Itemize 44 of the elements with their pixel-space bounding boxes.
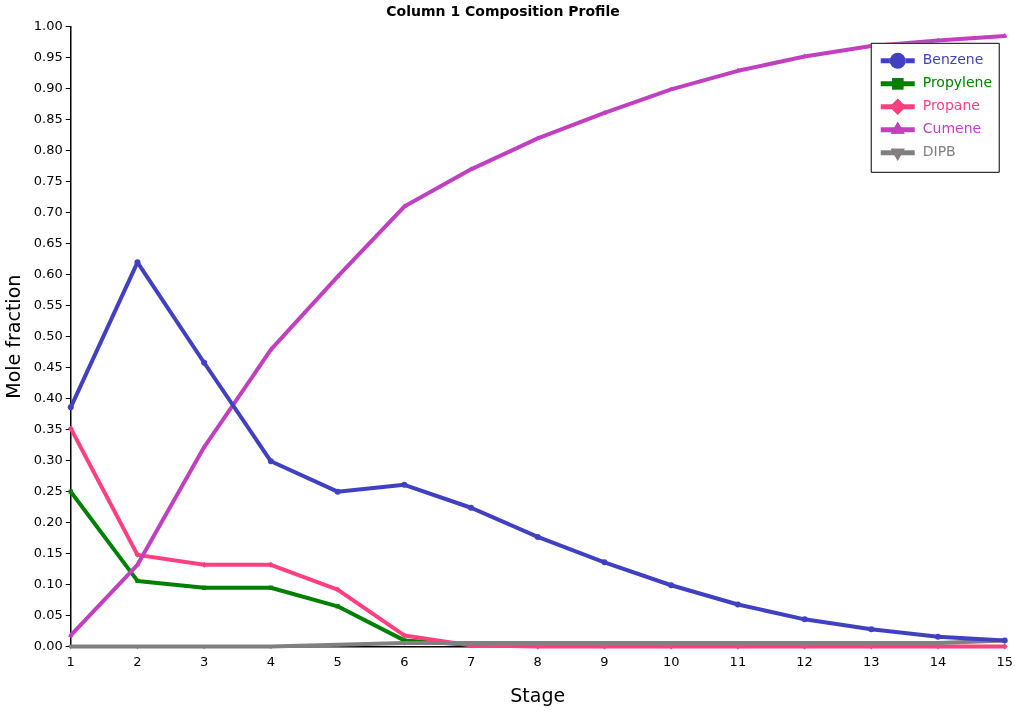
x-tick-label: 9 — [600, 653, 609, 669]
y-tick-label: 0.85 — [33, 111, 63, 127]
y-tick-label: 0.65 — [33, 235, 63, 251]
y-tick-label: 0.30 — [33, 452, 63, 468]
y-tick-label: 1.00 — [33, 18, 63, 34]
x-tick-label: 15 — [996, 653, 1013, 669]
y-tick-label: 0.35 — [33, 421, 63, 437]
x-tick-label: 6 — [400, 653, 409, 669]
x-tick-label: 7 — [466, 653, 476, 669]
y-tick-label: 0.60 — [33, 266, 63, 282]
y-tick-label: 0.55 — [33, 297, 63, 313]
legend-label: Cumene — [922, 120, 982, 137]
legend-label: Benzene — [922, 51, 984, 68]
x-tick-label: 11 — [729, 653, 747, 669]
y-tick-label: 0.05 — [33, 606, 63, 622]
chart-title: Column 1 Composition Profile — [386, 3, 620, 20]
y-tick-label: 0.80 — [33, 142, 63, 158]
y-tick-label: 0.25 — [33, 483, 63, 499]
y-tick-label: 0.45 — [33, 359, 63, 375]
y-tick-label: 0.10 — [33, 575, 63, 591]
x-tick-label: 3 — [200, 653, 209, 669]
x-tick-label: 10 — [662, 653, 680, 669]
x-tick-label: 4 — [266, 653, 276, 669]
x-tick-label: 2 — [133, 653, 142, 669]
y-tick-label: 0.90 — [33, 80, 63, 96]
y-tick-label: 0.50 — [33, 328, 63, 344]
legend-label: DIPB — [922, 143, 956, 160]
y-tick-label: 0.40 — [33, 390, 63, 406]
x-tick-label: 1 — [66, 653, 75, 669]
y-tick-label: 0.75 — [33, 173, 63, 189]
y-tick-label: 0.70 — [33, 204, 63, 220]
x-tick-label: 14 — [929, 653, 947, 669]
x-tick-label: 12 — [796, 653, 813, 669]
x-tick-label: 8 — [533, 653, 542, 669]
y-tick-label: 0.95 — [33, 49, 63, 65]
legend-label: Propylene — [922, 74, 993, 91]
legend-label: Propane — [922, 97, 980, 114]
y-tick-label: 0.00 — [33, 637, 63, 653]
x-tick-label: 5 — [333, 653, 342, 669]
y-tick-label: 0.20 — [33, 514, 63, 530]
y-axis-title: Mole fraction — [2, 274, 25, 399]
x-tick-label: 13 — [863, 653, 880, 669]
x-axis-title: Stage — [510, 683, 566, 706]
y-tick-label: 0.15 — [33, 545, 63, 561]
